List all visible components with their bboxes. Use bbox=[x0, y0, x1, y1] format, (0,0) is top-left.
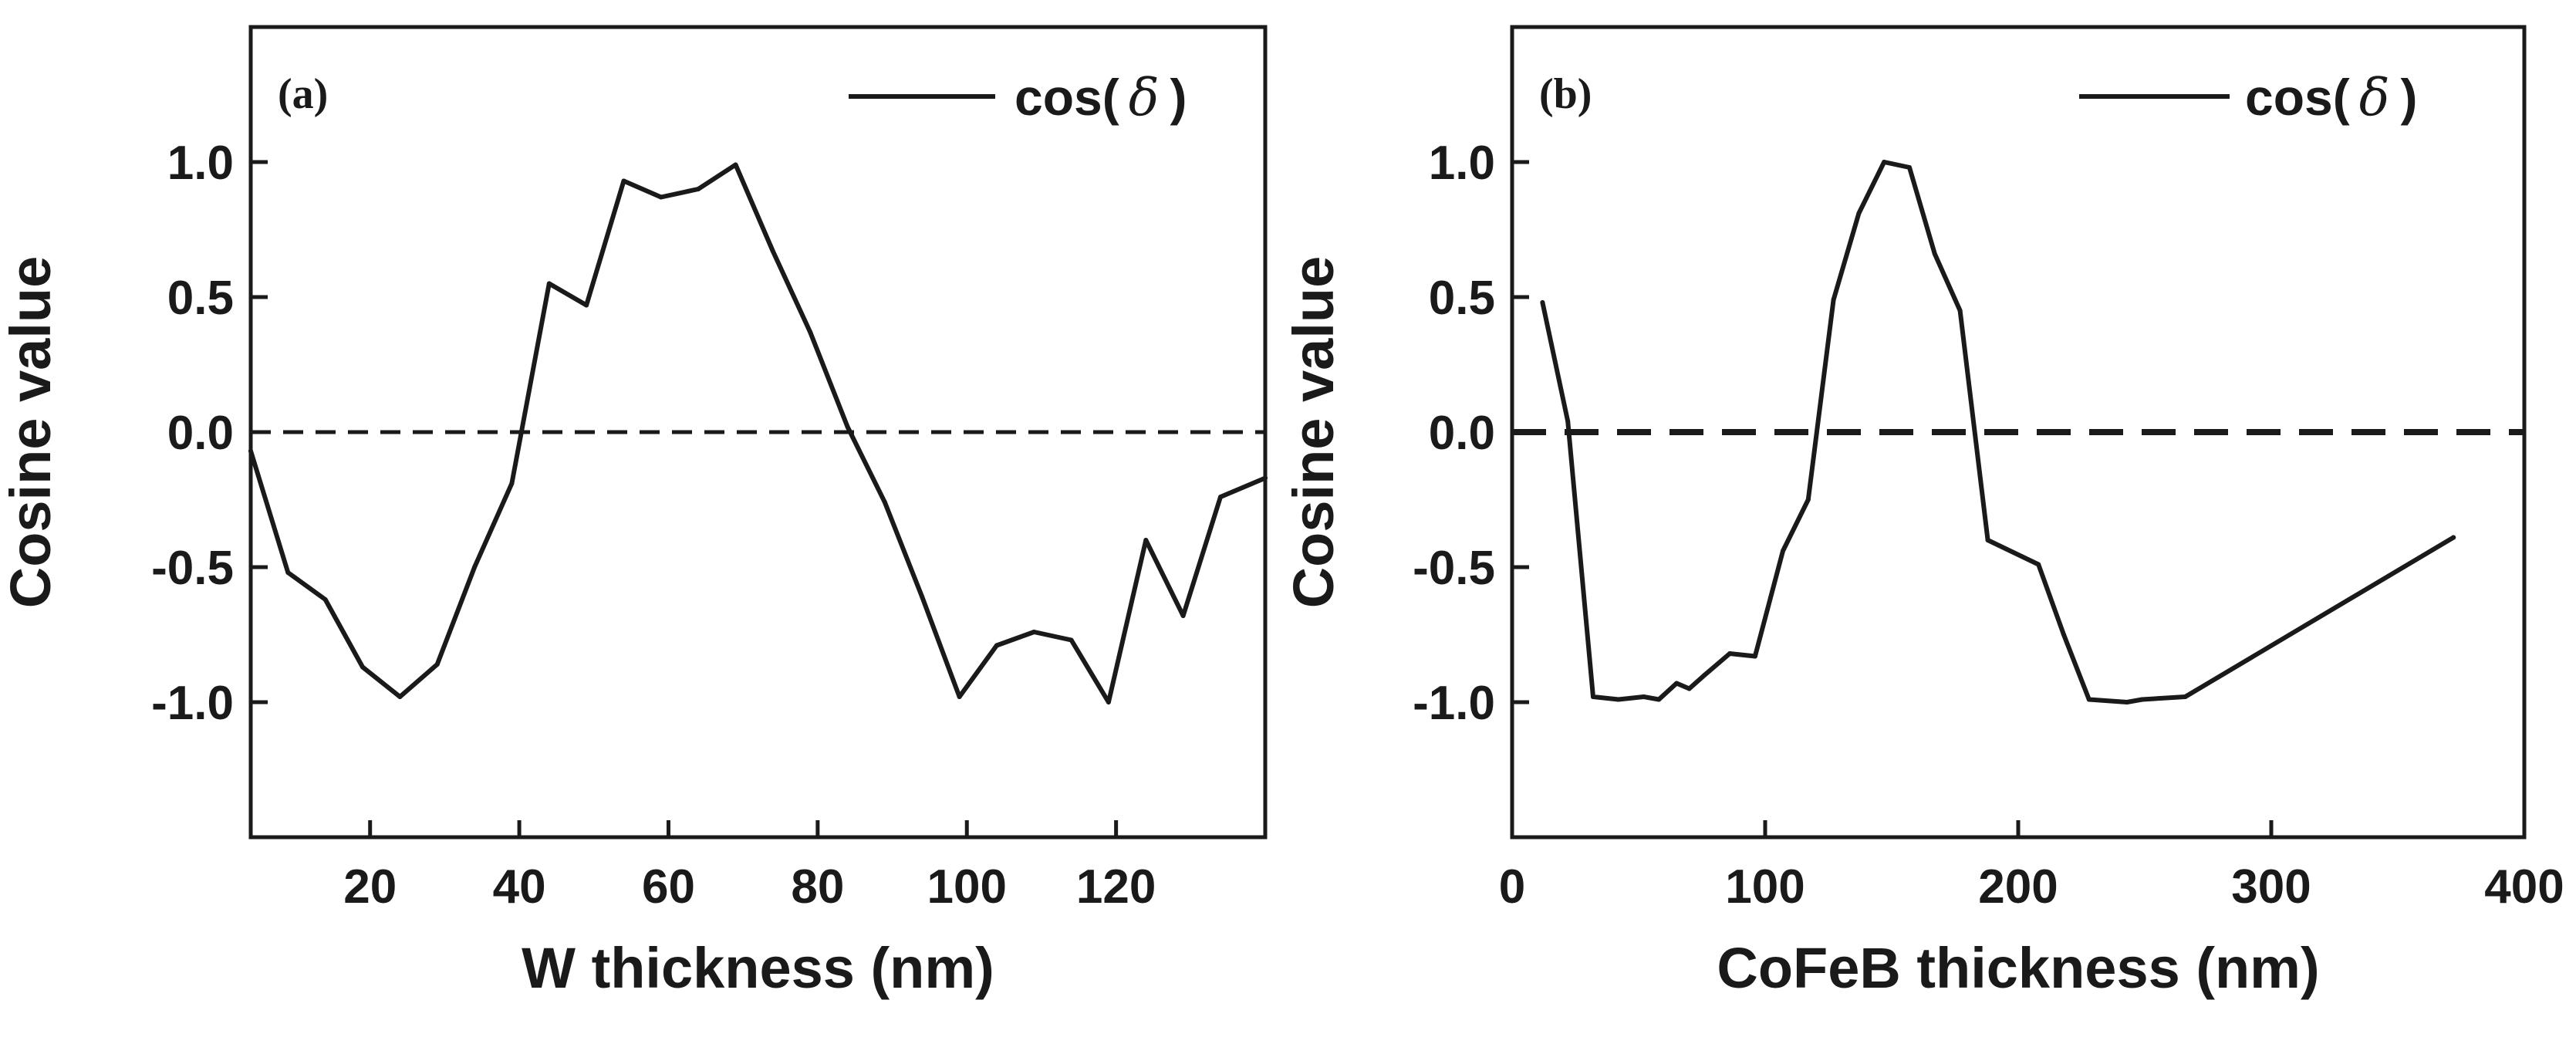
legend-label-prefix: cos( bbox=[1015, 69, 1119, 126]
x-tick-label: 0 bbox=[1499, 860, 1525, 914]
data-point bbox=[2036, 562, 2041, 567]
data-point bbox=[1752, 654, 1757, 659]
chart-panel-a: -1.0 -0.5 0.0 0.5 1.0 20 40 60 80 100 120 W thickne… bbox=[0, 25, 1268, 1000]
legend-label-suffix: ) bbox=[2400, 69, 2417, 126]
data-point bbox=[1143, 538, 1149, 542]
legend-label-suffix: ) bbox=[1170, 69, 1187, 126]
data-point bbox=[1540, 300, 1545, 305]
x-tick-label: 120 bbox=[1076, 860, 1156, 914]
data-point bbox=[1702, 673, 1707, 677]
data-point bbox=[1591, 694, 1595, 699]
y-tick-label: -1.0 bbox=[1413, 677, 1495, 730]
data-point bbox=[1907, 165, 1912, 170]
data-point bbox=[2139, 697, 2145, 702]
data-point bbox=[472, 565, 478, 569]
x-tick-label: 300 bbox=[2231, 860, 2311, 914]
data-point bbox=[2061, 632, 2066, 637]
data-point bbox=[845, 424, 850, 429]
x-tick-label: 400 bbox=[2484, 860, 2564, 914]
data-point bbox=[770, 248, 775, 254]
x-axis-title: W thickness (nm) bbox=[522, 936, 994, 1000]
data-point bbox=[285, 570, 291, 575]
data-point bbox=[546, 281, 552, 286]
data-point bbox=[808, 329, 813, 335]
y-tick-label: -0.5 bbox=[1413, 542, 1495, 595]
y-tick-label: 0.0 bbox=[1429, 407, 1495, 460]
legend-delta-symbol: δ bbox=[2359, 68, 2390, 127]
data-point bbox=[1656, 697, 1662, 702]
data-point bbox=[1805, 497, 1811, 502]
y-tick-label: 0.0 bbox=[167, 407, 234, 460]
data-point bbox=[1686, 686, 1692, 691]
legend-delta-symbol: δ bbox=[1129, 68, 1160, 127]
x-tick-label: 60 bbox=[642, 860, 695, 914]
legend-label: cos(δ) bbox=[1015, 68, 1187, 127]
data-point bbox=[658, 194, 663, 200]
data-point bbox=[1641, 694, 1646, 699]
data-point bbox=[322, 597, 328, 602]
data-point bbox=[1985, 538, 1990, 542]
data-point bbox=[1031, 630, 1037, 634]
data-point bbox=[1218, 495, 1223, 499]
data-point bbox=[1263, 475, 1268, 481]
x-tick-label: 200 bbox=[1978, 860, 2058, 914]
data-point bbox=[434, 662, 440, 667]
data-point bbox=[1932, 252, 1937, 256]
series-line-cos-delta bbox=[248, 162, 1268, 704]
data-point bbox=[920, 594, 925, 600]
y-tick-label: 0.5 bbox=[1429, 272, 1495, 325]
x-tick-label: 20 bbox=[343, 860, 397, 914]
data-point bbox=[733, 162, 738, 167]
data-point bbox=[696, 187, 701, 191]
x-tick-label: 40 bbox=[493, 860, 546, 914]
data-point bbox=[2183, 694, 2188, 699]
data-point bbox=[994, 643, 999, 648]
data-point bbox=[1106, 700, 1111, 704]
y-axis-title: Cosine value bbox=[1281, 256, 1345, 609]
data-point bbox=[1882, 160, 1887, 164]
data-point bbox=[2451, 535, 2456, 540]
data-point bbox=[1615, 697, 1621, 702]
data-point bbox=[1069, 637, 1074, 643]
x-axis-title: CoFeB thickness (nm) bbox=[1717, 936, 2319, 1000]
data-point bbox=[1957, 308, 1963, 313]
x-tick-label: 100 bbox=[927, 860, 1007, 914]
data-point bbox=[621, 178, 626, 184]
data-point bbox=[2125, 700, 2129, 704]
legend-label-prefix: cos( bbox=[2245, 69, 2350, 126]
data-point bbox=[2086, 697, 2092, 702]
y-axis-title: Cosine value bbox=[0, 256, 62, 609]
data-point bbox=[957, 694, 962, 699]
data-point bbox=[1674, 681, 1680, 686]
chart-panel-b: -1.0 -0.5 0.0 0.5 1.0 0 100 200 300 400 CoFeB thic… bbox=[1281, 25, 2564, 1000]
data-point bbox=[397, 694, 403, 699]
data-point bbox=[509, 481, 515, 486]
y-tick-label: 0.5 bbox=[167, 272, 234, 325]
data-point bbox=[360, 664, 365, 670]
y-tick-label: 1.0 bbox=[167, 137, 234, 190]
data-point bbox=[1180, 613, 1186, 618]
x-tick-label: 100 bbox=[1725, 860, 1805, 914]
data-point bbox=[1856, 211, 1862, 216]
legend-label: cos(δ) bbox=[2245, 68, 2417, 127]
data-point bbox=[1727, 651, 1733, 656]
data-point bbox=[1565, 419, 1571, 424]
y-tick-label: 1.0 bbox=[1429, 137, 1495, 190]
data-point bbox=[584, 302, 589, 308]
data-point bbox=[882, 500, 887, 505]
x-tick-label: 80 bbox=[791, 860, 844, 914]
panel-label: (a) bbox=[278, 70, 328, 118]
data-point bbox=[1831, 297, 1836, 302]
y-tick-label: -1.0 bbox=[151, 677, 234, 730]
y-tick-label: -0.5 bbox=[151, 542, 234, 595]
data-point bbox=[1781, 549, 1785, 553]
panel-label: (b) bbox=[1539, 70, 1592, 118]
data-point bbox=[248, 448, 253, 454]
